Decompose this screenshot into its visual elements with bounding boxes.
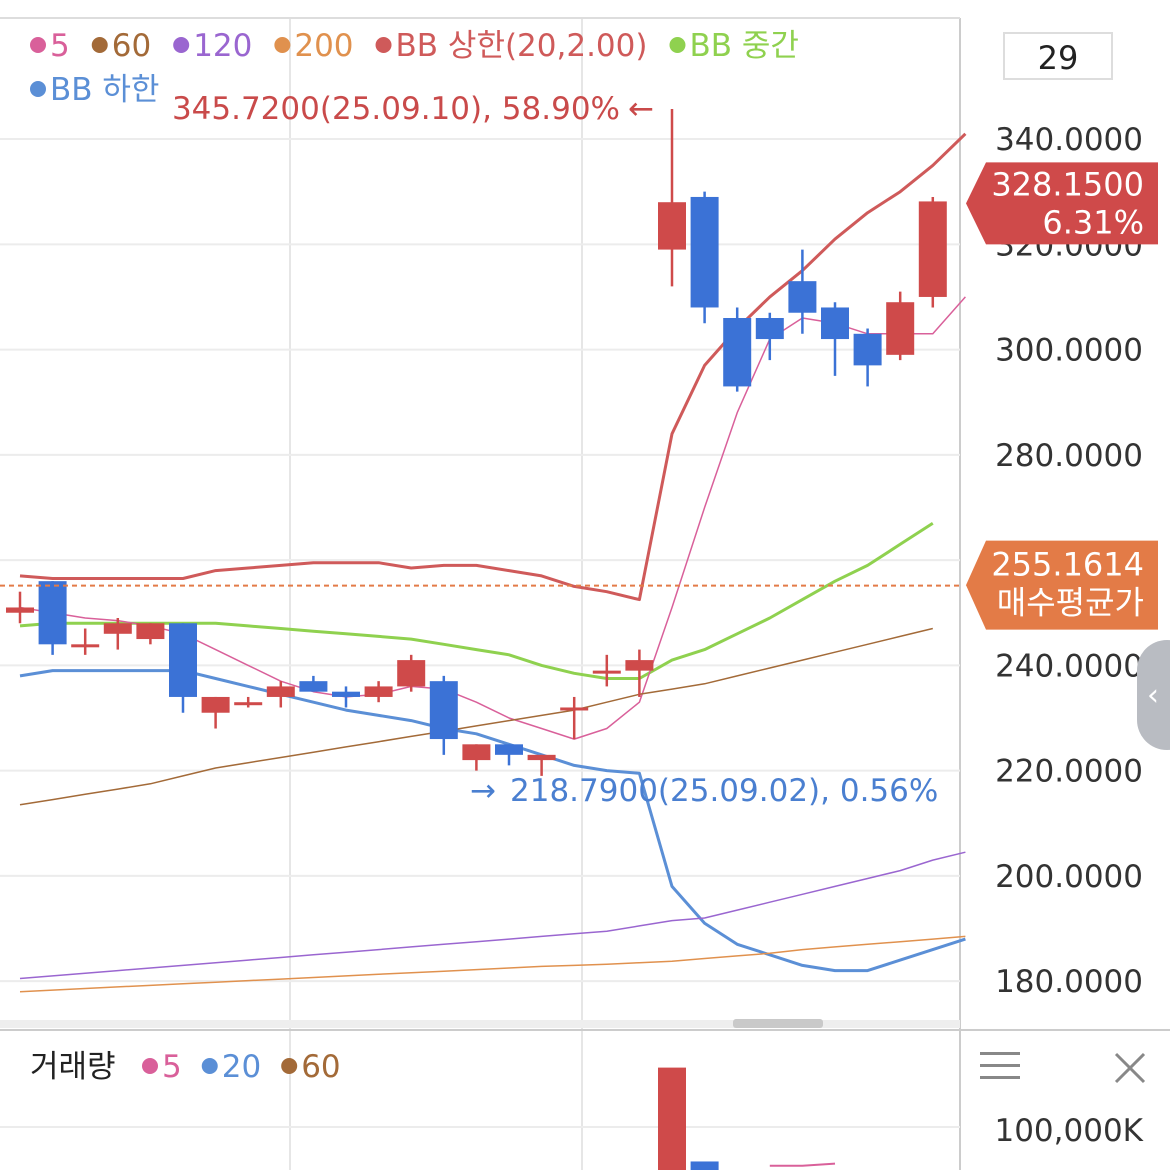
volume-legend-label-0: 5 — [162, 1049, 182, 1085]
candle-body-6 — [201, 696, 230, 713]
min-price-annotation: → 218.7900(25.09.02), 0.56% — [470, 773, 938, 809]
candle-body-25 — [821, 307, 849, 340]
min-price-label: 218.7900(25.09.02), 0.56% — [510, 773, 938, 809]
legend-label-3: 200 — [294, 28, 353, 64]
candle-body-17 — [560, 707, 589, 711]
legend-dot-1 — [91, 37, 108, 53]
volume-legend-label-2: 60 — [301, 1049, 340, 1085]
max-price-annotation: ← 345.7200(25.09.10), 58.90% — [172, 91, 654, 127]
legend-dot-6 — [30, 81, 46, 97]
candle-body-27 — [886, 302, 915, 355]
collapse-panel-tab[interactable]: ‹ — [1137, 640, 1170, 750]
candle-body-13 — [429, 681, 458, 740]
price-axis: 340.0000320.0000300.0000280.0000240.0000… — [995, 122, 1143, 1000]
volume-tick-label: 100,000K — [994, 1113, 1143, 1149]
menu-icon[interactable] — [980, 1052, 1020, 1080]
series-line-BB 하한 — [19, 669, 966, 973]
volume-ma5-line — [769, 1162, 836, 1167]
candle-body-26 — [853, 333, 882, 366]
candle-body-20 — [658, 202, 686, 250]
price-tick-180: 180.0000 — [995, 964, 1143, 1000]
volume-legend: 5 20 60 — [142, 1049, 341, 1085]
candle-body-4 — [136, 623, 165, 640]
price-tick-300: 300.0000 — [995, 333, 1143, 369]
price-tick-340: 340.0000 — [995, 122, 1143, 158]
candle-body-23 — [755, 318, 784, 340]
legend-label-5: BB 중간 — [689, 28, 798, 64]
candle-body-1 — [38, 581, 67, 645]
candle-body-9 — [299, 681, 328, 692]
close-icon[interactable] — [1110, 1048, 1150, 1088]
max-price-label: 345.7200(25.09.10), 58.90% — [172, 91, 620, 127]
avg-buy-label: 매수평균가 — [997, 584, 1144, 622]
volume-title: 거래량 — [30, 1049, 116, 1085]
volume-bar-20 — [658, 1067, 686, 1170]
current-price-badge: 328.1500 6.31% — [966, 162, 1158, 245]
series-line-5 — [19, 296, 966, 740]
price-tick-200: 200.0000 — [995, 859, 1143, 895]
current-price-value: 328.1500 — [991, 165, 1144, 203]
chevron-left-icon: ‹ — [1147, 678, 1159, 713]
avg-buy-badge: 255.1614 매수평균가 — [966, 540, 1158, 630]
candle-body-28 — [918, 201, 947, 297]
price-tick-220: 220.0000 — [995, 754, 1143, 790]
series-line-60 — [19, 627, 933, 806]
candle-body-10 — [332, 691, 360, 697]
legend-dot-4 — [375, 37, 392, 53]
chart-scroll-track[interactable] — [0, 1020, 960, 1028]
series-line-BB 중간 — [19, 522, 934, 680]
candle-body-22 — [723, 318, 752, 387]
volume-legend-dot-0 — [142, 1058, 158, 1074]
volume-legend-dot-1 — [201, 1058, 218, 1074]
chart-scroll-thumb[interactable] — [733, 1019, 823, 1028]
main-legend: 5 60 120 200 BB 상한(20,2.00) BB 중간 BB 하한 — [30, 28, 799, 108]
candle-body-24 — [788, 281, 817, 313]
candle-body-15 — [495, 744, 523, 755]
candle-body-11 — [364, 686, 393, 697]
legend-dot-3 — [274, 37, 291, 53]
legend-dot-5 — [669, 37, 686, 53]
current-price-badge-shape — [966, 162, 1158, 245]
volume-panel: 거래량 5 20 60 100,000K — [0, 1029, 1170, 1170]
min-arrow-icon: → — [470, 773, 496, 809]
max-arrow-icon: ← — [628, 91, 654, 127]
volume-legend-label-1: 20 — [222, 1049, 261, 1085]
candlesticks — [6, 108, 947, 776]
indicator-lines — [19, 132, 967, 993]
legend-dot-2 — [173, 37, 190, 53]
period-input[interactable]: 29 — [1003, 32, 1113, 80]
candle-body-16 — [527, 754, 556, 761]
candle-body-18 — [592, 670, 621, 674]
candle-body-19 — [625, 660, 654, 671]
candle-body-2 — [71, 644, 100, 648]
series-line-BB 상한(20,2.00) — [19, 132, 967, 602]
volume-bars — [658, 1067, 836, 1170]
candle-body-21 — [690, 196, 719, 308]
candle-body-3 — [103, 623, 132, 634]
price-tick-280: 280.0000 — [995, 438, 1143, 474]
candle-body-12 — [397, 660, 426, 687]
period-value: 29 — [1037, 39, 1079, 77]
candle-body-14 — [462, 744, 491, 761]
grid-lines — [0, 17, 961, 1170]
candle-body-5 — [169, 623, 197, 697]
current-price-change: 6.31% — [1042, 203, 1144, 241]
candle-body-7 — [234, 702, 263, 706]
legend-label-4: BB 상한(20,2.00) — [396, 28, 648, 64]
volume-bar-21 — [690, 1161, 719, 1170]
candle-body-8 — [266, 686, 295, 697]
legend-label-1: 60 — [112, 28, 151, 64]
legend-label-2: 120 — [193, 28, 252, 64]
legend-label-0: 5 — [50, 28, 70, 64]
avg-buy-badge-shape — [966, 540, 1158, 630]
volume-legend-dot-2 — [281, 1058, 298, 1074]
price-tick-240: 240.0000 — [995, 648, 1143, 684]
series-line-200 — [19, 935, 966, 993]
avg-buy-value: 255.1614 — [991, 546, 1144, 584]
legend-dot-0 — [30, 37, 46, 53]
series-line-120 — [19, 851, 966, 980]
legend-label-6: BB 하한 — [50, 72, 159, 108]
candle-body-0 — [6, 607, 34, 613]
